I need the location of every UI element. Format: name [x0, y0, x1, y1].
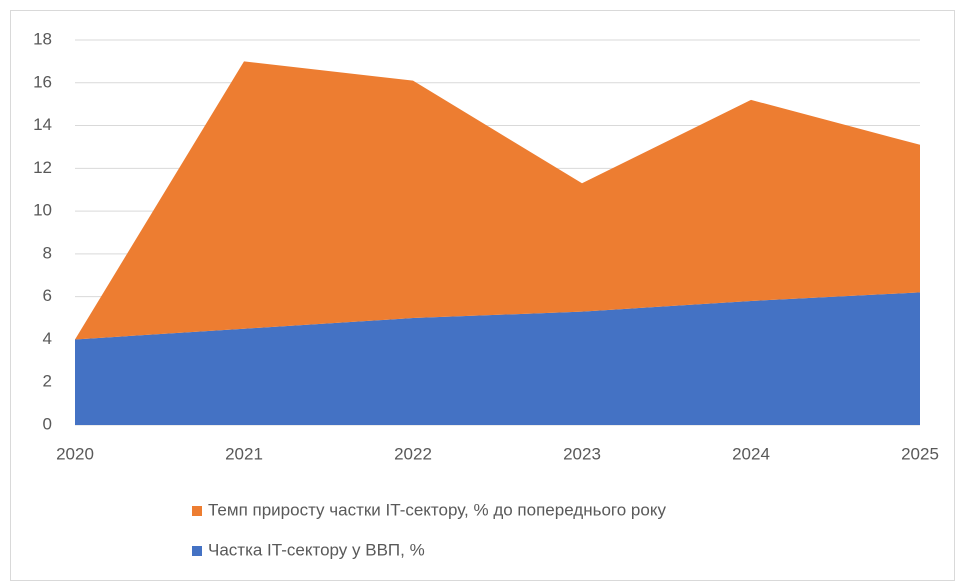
x-tick-label: 2022	[394, 444, 432, 463]
legend-label: Частка IT-сектору у ВВП, %	[208, 540, 425, 559]
x-tick-label: 2023	[563, 444, 601, 463]
x-tick-label: 2025	[901, 444, 939, 463]
y-tick-label: 4	[43, 329, 52, 348]
y-tick-label: 18	[33, 29, 52, 48]
area	[75, 292, 920, 425]
y-tick-label: 6	[43, 286, 52, 305]
x-tick-label: 2024	[732, 444, 770, 463]
y-tick-label: 12	[33, 158, 52, 177]
x-tick-label: 2021	[225, 444, 263, 463]
legend-label: Темп приросту частки IT-сектору, % до по…	[208, 500, 666, 519]
y-tick-label: 2	[43, 372, 52, 391]
y-tick-label: 0	[43, 414, 52, 433]
y-tick-label: 10	[33, 201, 52, 220]
area	[75, 61, 920, 340]
x-tick-label: 2020	[56, 444, 94, 463]
legend-swatch	[192, 506, 202, 516]
y-tick-label: 16	[33, 72, 52, 91]
legend-swatch	[192, 546, 202, 556]
y-tick-label: 8	[43, 243, 52, 262]
y-tick-label: 14	[33, 115, 52, 134]
